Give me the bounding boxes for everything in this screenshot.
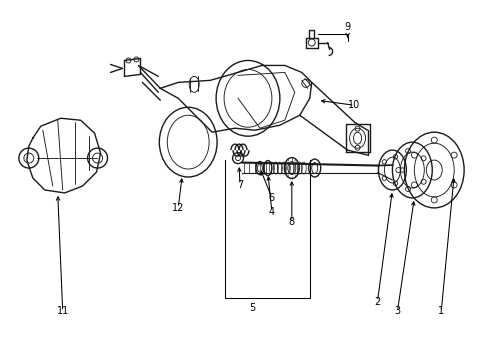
Text: 6: 6 — [268, 193, 274, 203]
Text: 10: 10 — [348, 100, 360, 110]
Text: 11: 11 — [57, 306, 69, 316]
Text: 9: 9 — [344, 22, 350, 32]
Text: 3: 3 — [393, 306, 400, 316]
Text: 2: 2 — [374, 297, 380, 306]
Text: 5: 5 — [248, 302, 255, 312]
Text: 8: 8 — [288, 217, 294, 227]
Text: 1: 1 — [437, 306, 444, 316]
Text: 12: 12 — [172, 203, 184, 213]
Text: 7: 7 — [236, 180, 243, 190]
Text: 4: 4 — [268, 207, 274, 217]
